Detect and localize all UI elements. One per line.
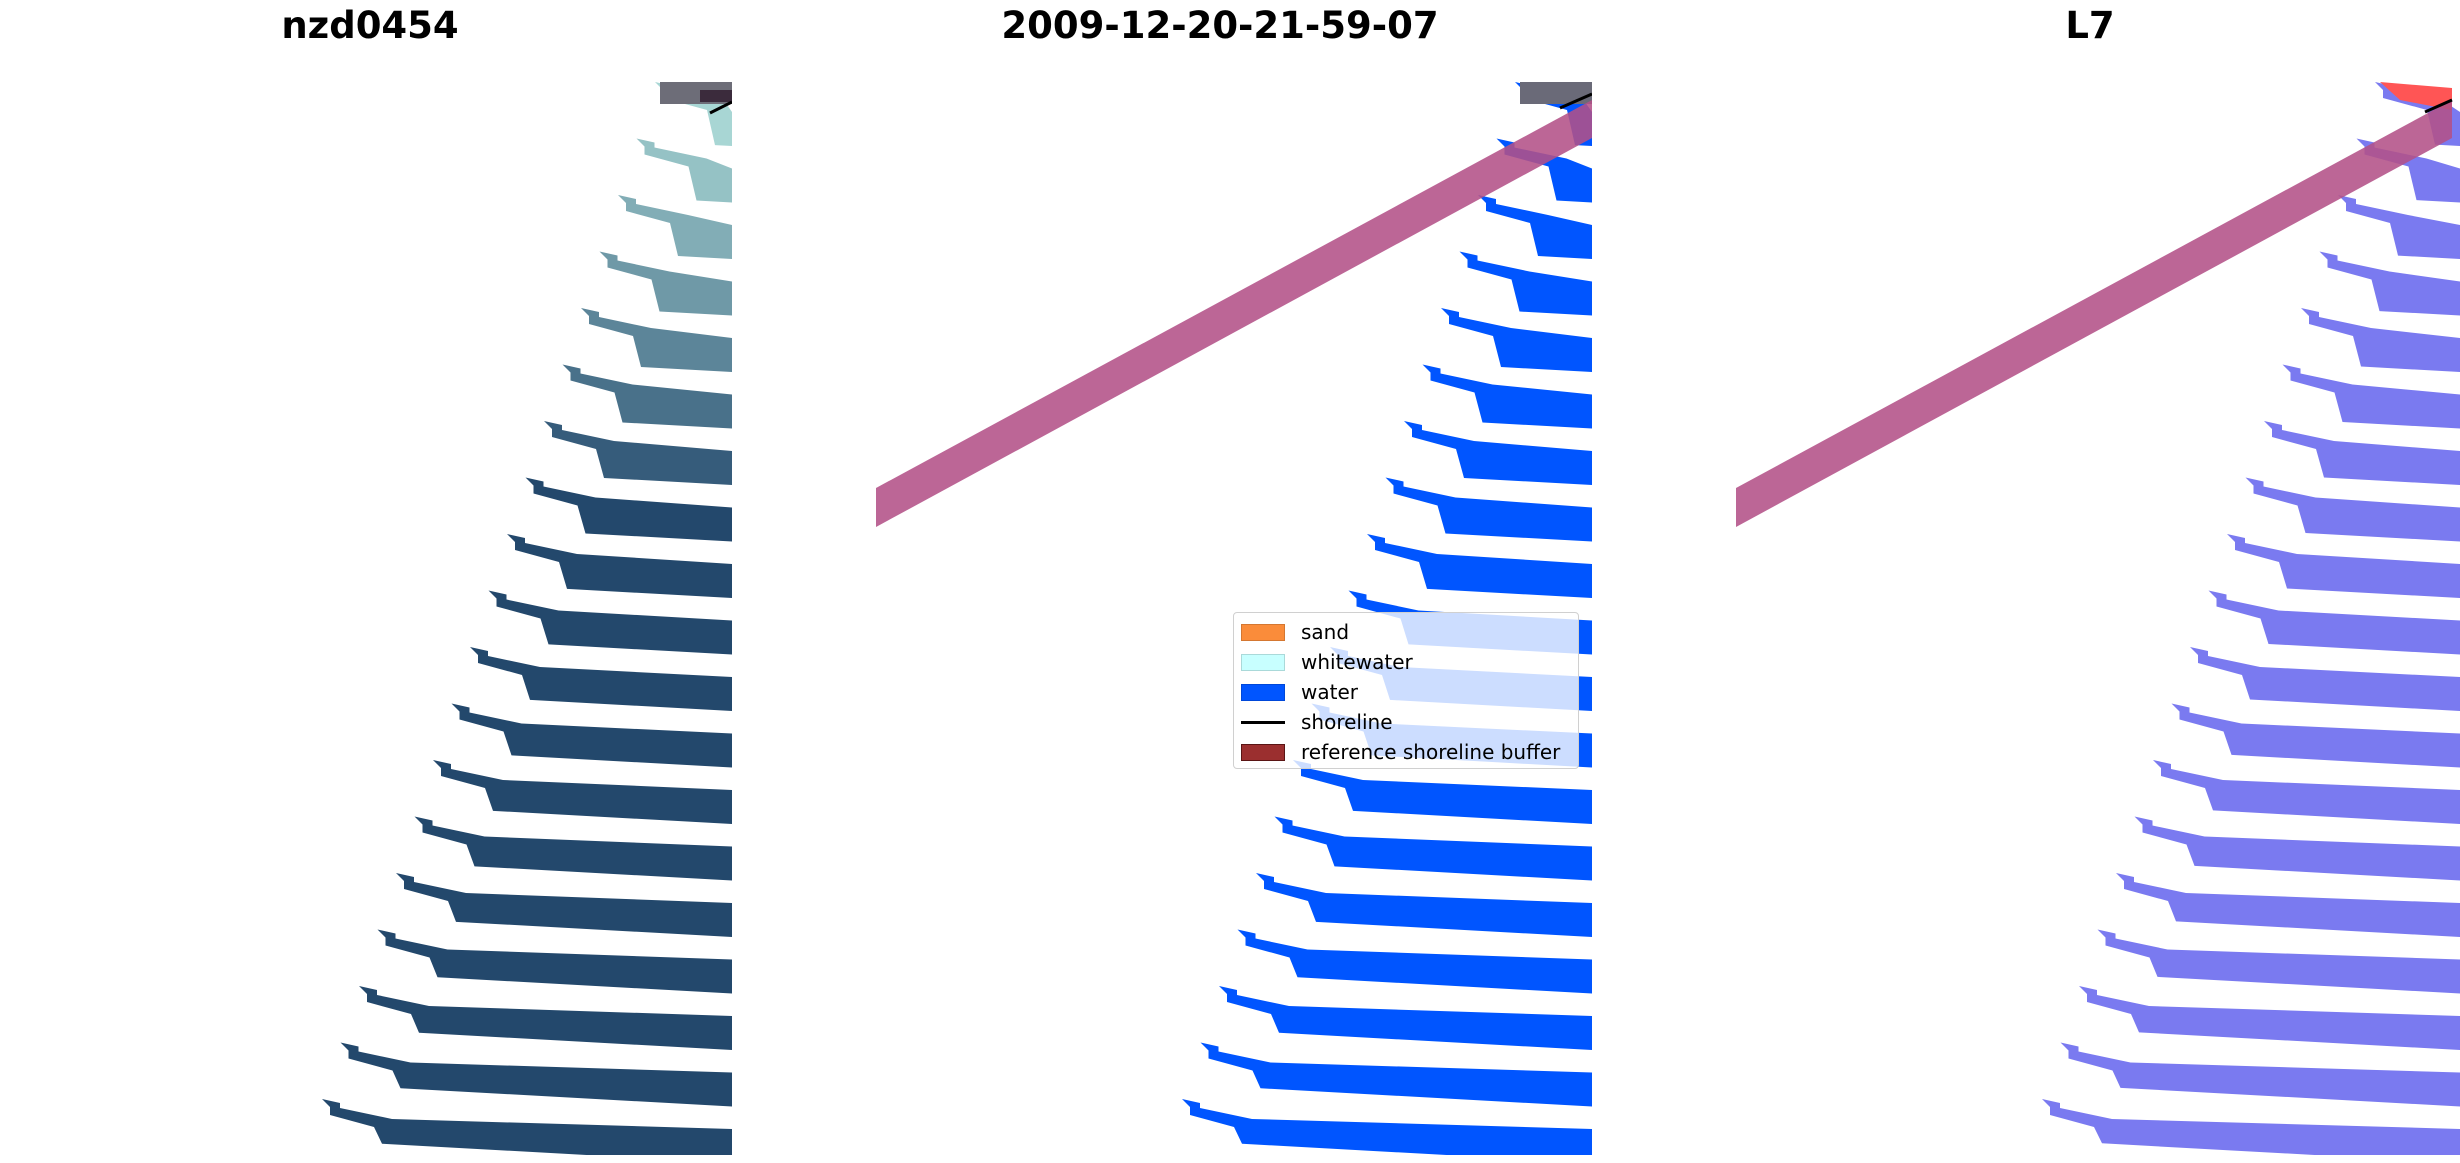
classified-shoreline — [1559, 92, 1592, 110]
water-strip — [2153, 760, 2460, 824]
legend-swatch-reference-buffer — [1241, 743, 1285, 761]
water-strip — [359, 986, 732, 1050]
water-strip — [2116, 873, 2460, 937]
legend-item-water: water — [1241, 680, 1358, 704]
water-strip — [2134, 816, 2460, 881]
legend-label-whitewater: whitewater — [1301, 650, 1413, 674]
legend-label-sand: sand — [1301, 620, 1350, 644]
legend-swatch-sand — [1241, 623, 1285, 641]
water-strip — [1274, 816, 1592, 881]
panel-title-image: nzd0454 — [281, 4, 459, 47]
legend-label-shoreline: shoreline — [1301, 710, 1393, 734]
water-strip — [377, 929, 732, 994]
water-strip — [562, 364, 732, 429]
water-strip — [414, 816, 732, 881]
water-strip — [618, 195, 732, 259]
satellite-image-panel — [322, 82, 732, 1155]
water-strip — [2060, 1042, 2460, 1107]
water-strip — [488, 590, 732, 655]
legend-item-shoreline: shoreline — [1241, 710, 1393, 734]
water-strip — [1367, 534, 1592, 598]
water-strip — [1404, 421, 1592, 485]
water-strip — [1237, 929, 1592, 994]
water-strip — [2319, 251, 2460, 316]
water-strip — [433, 760, 732, 824]
water-strip — [340, 1042, 732, 1107]
legend: sand whitewater water shoreline referenc… — [1233, 612, 1579, 769]
water-strip — [2264, 421, 2460, 485]
water-strip — [2171, 703, 2460, 768]
water-strip — [2042, 1099, 2460, 1155]
water-strip — [1293, 760, 1592, 824]
water-strip — [1478, 195, 1592, 259]
index-shoreline — [2424, 98, 2453, 114]
water-strip — [2208, 590, 2460, 655]
reference-buffer-overlay — [876, 100, 1592, 527]
legend-swatch-water — [1241, 683, 1285, 701]
water-strip — [2227, 534, 2460, 598]
water-strip — [322, 1099, 732, 1155]
water-strip — [1441, 308, 1592, 372]
panel-title-classified: 2009-12-20-21-59-07 — [1001, 4, 1439, 47]
water-strip — [2190, 647, 2460, 711]
legend-label-water: water — [1301, 680, 1358, 704]
water-strip — [470, 647, 732, 711]
water-strip — [581, 308, 732, 372]
legend-item-whitewater: whitewater — [1241, 650, 1413, 674]
water-strip — [1182, 1099, 1592, 1155]
water-strip — [396, 873, 732, 937]
water-strip — [636, 138, 732, 203]
legend-item-sand: sand — [1241, 620, 1349, 644]
water-strip — [507, 534, 732, 598]
water-strip — [2245, 477, 2460, 542]
water-strip — [451, 703, 732, 768]
index-water-strips — [2042, 82, 2460, 1155]
image-water-strips — [322, 82, 732, 1155]
index-red-patch — [2380, 82, 2452, 110]
image-shoreline — [709, 100, 732, 115]
legend-line-shoreline — [1241, 720, 1285, 724]
panel-title-index: L7 — [2065, 4, 2115, 47]
water-strip — [2301, 308, 2460, 372]
water-strip — [2097, 929, 2460, 994]
water-strip — [2338, 195, 2460, 259]
water-strip — [1256, 873, 1592, 937]
index-panel — [1736, 82, 2460, 1155]
image-top-patch — [660, 82, 732, 115]
water-strip — [2079, 986, 2460, 1050]
water-strip — [525, 477, 732, 542]
legend-label-reference-buffer: reference shoreline buffer — [1301, 740, 1561, 764]
water-strip — [1219, 986, 1592, 1050]
legend-swatch-whitewater — [1241, 653, 1285, 671]
water-strip — [2282, 364, 2460, 429]
legend-item-reference-buffer: reference shoreline buffer — [1241, 740, 1560, 764]
water-strip — [1385, 477, 1592, 542]
water-strip — [1459, 251, 1592, 316]
water-strip — [599, 251, 732, 316]
classified-panel — [876, 82, 1592, 1155]
water-strip — [1200, 1042, 1592, 1107]
water-strip — [544, 421, 732, 485]
water-strip — [1422, 364, 1592, 429]
reference-buffer-overlay-index — [1736, 100, 2452, 527]
